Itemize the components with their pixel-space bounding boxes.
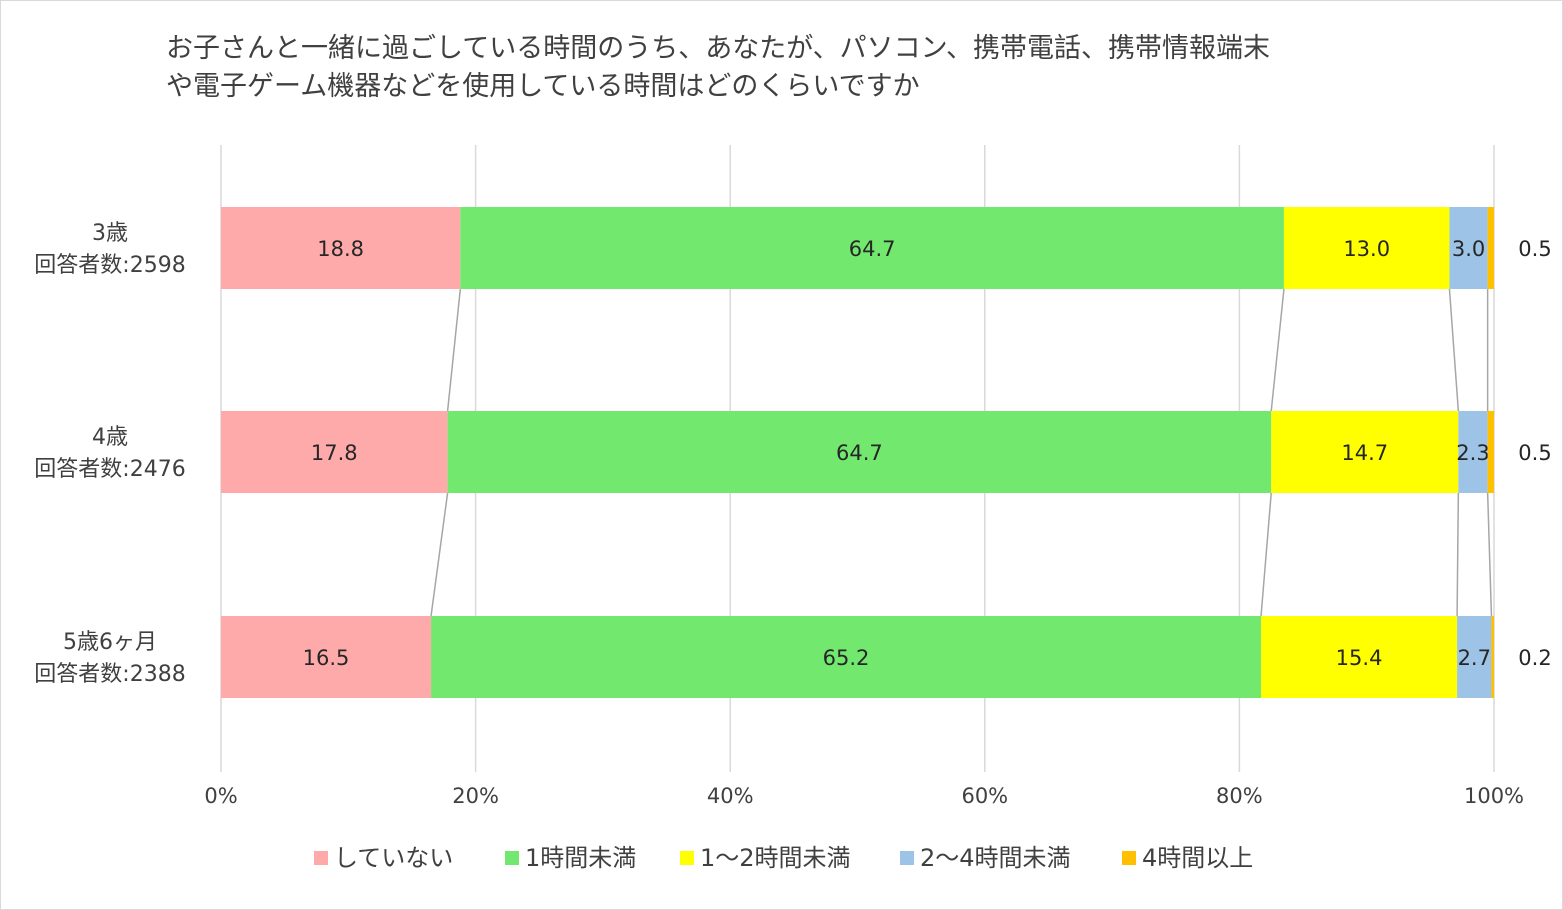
data-label: 2.7 — [1458, 646, 1491, 670]
data-label: 3.0 — [1452, 237, 1485, 261]
x-tick-label: 100% — [1464, 784, 1524, 808]
bar-segment — [1271, 411, 1459, 493]
data-label: 16.5 — [303, 646, 350, 670]
x-tick-label: 20% — [452, 784, 499, 808]
bar-segment — [221, 616, 432, 698]
category-label: 3歳 — [92, 221, 128, 246]
bar-segment — [1487, 207, 1494, 289]
legend-swatch — [505, 851, 519, 865]
data-label: 64.7 — [836, 441, 883, 465]
series-line — [1456, 492, 1460, 617]
legend-swatch — [1122, 851, 1136, 865]
chart-title: お子さんと一緒に過ごしている時間のうち、あなたが、パソコン、携帯電話、携帯情報端… — [166, 30, 1466, 106]
data-label: 14.7 — [1341, 441, 1388, 465]
legend-entry: 4時間以上 — [1142, 844, 1253, 872]
data-label: 18.8 — [317, 237, 364, 261]
legend-swatch — [680, 851, 694, 865]
data-label: 0.5 — [1518, 237, 1551, 261]
series-line — [1448, 288, 1460, 412]
chart-title-line-2: や電子ゲーム機器などを使用している時間はどのくらいですか — [166, 71, 920, 102]
data-label: 0.2 — [1518, 646, 1551, 670]
category-label: 4歳 — [92, 425, 128, 450]
bar-segment — [1449, 207, 1488, 289]
bar-segment — [460, 207, 1284, 289]
series-line — [1270, 288, 1285, 412]
series-line — [446, 288, 462, 412]
data-label: 13.0 — [1343, 237, 1390, 261]
x-tick-label: 80% — [1216, 784, 1263, 808]
data-label: 64.7 — [849, 237, 896, 261]
data-label: 65.2 — [823, 646, 870, 670]
bar-segment — [221, 411, 448, 493]
data-label: 2.3 — [1456, 441, 1489, 465]
data-label: 0.5 — [1518, 441, 1551, 465]
bar-segment — [1283, 207, 1450, 289]
legend-entry: 2〜4時間未満 — [920, 844, 1071, 872]
x-tick-label: 60% — [961, 784, 1008, 808]
bar-segment — [1261, 616, 1458, 698]
data-label: 15.4 — [1336, 646, 1383, 670]
bar-segment — [1487, 411, 1494, 493]
legend-entry: 1〜2時間未満 — [700, 844, 851, 872]
chart-title-line-1: お子さんと一緒に過ごしている時間のうち、あなたが、パソコン、携帯電話、携帯情報端… — [166, 33, 1271, 64]
legend-swatch — [900, 851, 914, 865]
bar-segment — [221, 207, 461, 289]
series-line — [1260, 492, 1272, 617]
legend-entry: 1時間未満 — [525, 844, 636, 872]
x-tick-label: 40% — [707, 784, 754, 808]
series-line — [430, 492, 449, 617]
category-label: 回答者数:2476 — [34, 457, 185, 482]
x-tick-label: 0% — [204, 784, 237, 808]
series-line — [1486, 492, 1493, 617]
data-label: 17.8 — [311, 441, 358, 465]
category-label: 回答者数:2598 — [34, 253, 185, 278]
bar-segment — [1457, 616, 1492, 698]
legend-entry: していない — [334, 844, 453, 872]
bar-segment — [447, 411, 1272, 493]
legend-swatch — [314, 851, 328, 865]
category-label: 5歳6ヶ月 — [63, 630, 157, 655]
bar-segment — [1458, 411, 1488, 493]
category-label: 回答者数:2388 — [34, 662, 185, 687]
bar-segment — [431, 616, 1262, 698]
bar-segment — [1491, 616, 1494, 698]
